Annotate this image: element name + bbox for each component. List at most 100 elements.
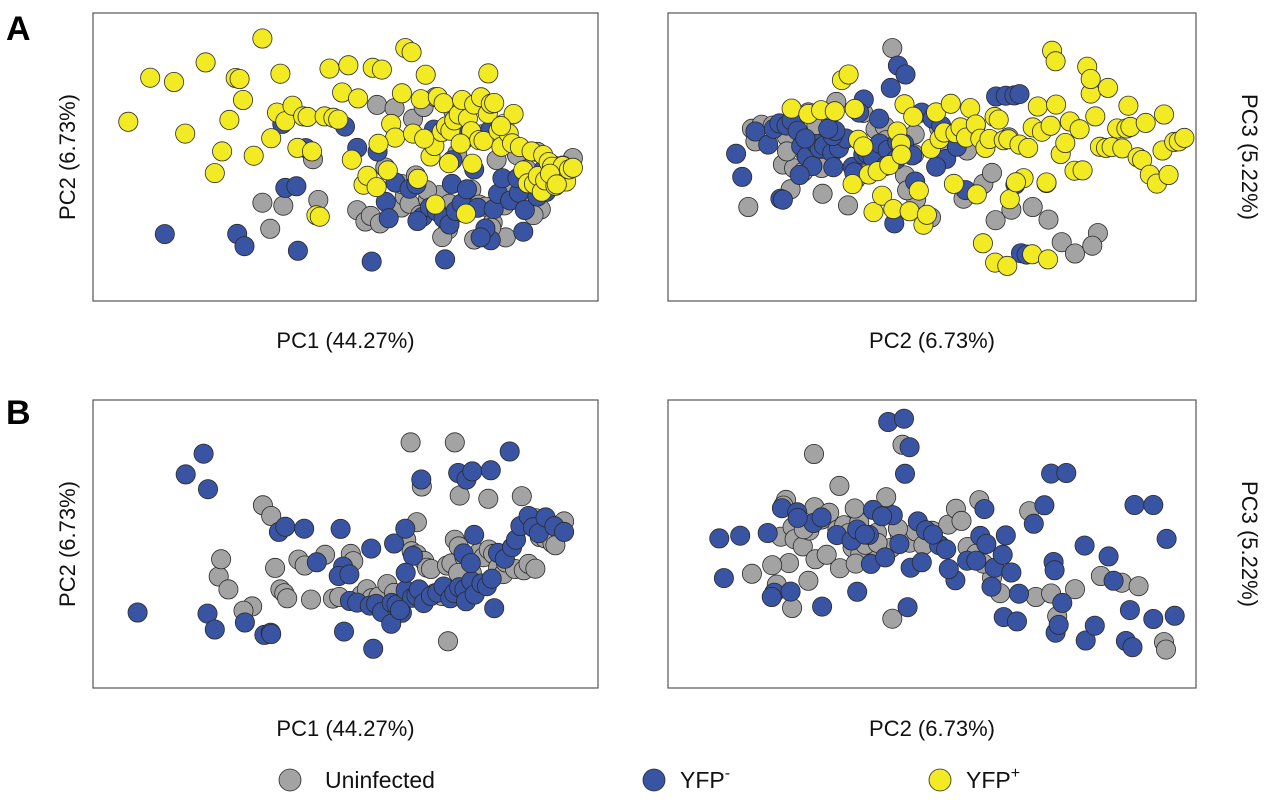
point-uninfected-28 xyxy=(982,162,1003,183)
legend-label-yfp-neg: YFP- xyxy=(680,765,730,793)
point-yfp-pos-67 xyxy=(484,93,505,114)
point-yfp-neg-35 xyxy=(1074,535,1095,556)
point-yfp-neg-45 xyxy=(787,507,808,528)
point-yfp-pos-96 xyxy=(438,153,459,174)
point-yfp-pos-21 xyxy=(301,141,322,162)
point-uninfected-4 xyxy=(277,588,298,609)
point-uninfected-65 xyxy=(211,549,232,570)
point-yfp-neg-51 xyxy=(897,597,918,618)
point-uninfected-38 xyxy=(1156,639,1177,660)
point-yfp-neg-0 xyxy=(726,143,747,164)
point-uninfected-32 xyxy=(1022,196,1043,217)
point-yfp-neg-33 xyxy=(1044,560,1065,581)
point-yfp-pos-5 xyxy=(838,64,859,85)
point-yfp-neg-44 xyxy=(872,506,893,527)
point-uninfected-2 xyxy=(260,218,281,239)
point-yfp-pos-36 xyxy=(371,59,392,80)
point-uninfected-42 xyxy=(738,196,759,217)
point-yfp-neg-30 xyxy=(1023,513,1044,534)
plot-b-left: PC1 (44.27%) PC2 (6.73%) xyxy=(55,399,599,741)
point-yfp-neg-62 xyxy=(880,77,901,98)
point-yfp-neg-0 xyxy=(154,224,175,245)
point-yfp-pos-10 xyxy=(863,202,884,223)
point-uninfected-1 xyxy=(218,579,239,600)
point-yfp-pos-57 xyxy=(455,203,476,224)
point-yfp-neg-15 xyxy=(889,534,910,555)
panel-letter-b: B xyxy=(6,394,31,432)
point-yfp-pos-63 xyxy=(1112,138,1133,159)
point-yfp-neg-73 xyxy=(197,479,218,500)
point-yfp-neg-56 xyxy=(402,545,423,566)
point-uninfected-0 xyxy=(252,192,273,213)
point-yfp-pos-91 xyxy=(1006,172,1027,193)
point-yfp-neg-47 xyxy=(761,587,782,608)
point-uninfected-33 xyxy=(1065,579,1086,600)
point-yfp-pos-29 xyxy=(338,55,359,76)
plot-a-right-xlabel: PC2 (6.73%) xyxy=(869,328,995,353)
point-yfp-neg-38 xyxy=(1119,600,1140,621)
point-yfp-neg-71 xyxy=(175,464,196,485)
point-yfp-pos-11 xyxy=(243,145,264,166)
point-uninfected-40 xyxy=(804,443,825,464)
point-yfp-neg-26 xyxy=(992,544,1013,565)
point-yfp-pos-3 xyxy=(175,123,196,144)
point-yfp-neg-3 xyxy=(287,240,308,261)
point-uninfected-53 xyxy=(444,432,465,453)
point-yfp-pos-95 xyxy=(425,194,446,215)
legend: Uninfected YFP- YFP+ xyxy=(278,765,1020,793)
point-yfp-neg-57 xyxy=(869,108,890,129)
point-uninfected-48 xyxy=(798,570,819,591)
point-yfp-neg-43 xyxy=(854,524,875,545)
point-yfp-neg-29 xyxy=(1009,583,1030,604)
point-uninfected-56 xyxy=(478,488,499,509)
legend-item-yfp-neg: YFP- xyxy=(642,765,730,793)
legend-text-yfp-pos: YFP xyxy=(966,767,1011,793)
point-yfp-neg-42 xyxy=(895,64,916,85)
point-yfp-neg-70 xyxy=(261,624,282,645)
point-yfp-neg-66 xyxy=(462,461,483,482)
point-uninfected-44 xyxy=(525,558,546,579)
point-yfp-neg-48 xyxy=(378,208,399,229)
point-yfp-pos-1 xyxy=(140,67,161,88)
point-yfp-pos-58 xyxy=(1085,106,1106,127)
point-yfp-neg-49 xyxy=(554,521,575,542)
point-yfp-neg-52 xyxy=(339,564,360,585)
point-yfp-pos-92 xyxy=(546,174,567,195)
plot-b-right-xlabel: PC2 (6.73%) xyxy=(869,716,995,741)
point-yfp-pos-71 xyxy=(1158,164,1179,185)
point-yfp-pos-27 xyxy=(328,109,349,130)
point-yfp-pos-77 xyxy=(1080,69,1101,90)
point-yfp-neg-31 xyxy=(1034,495,1055,516)
point-yfp-neg-63 xyxy=(1084,615,1105,636)
point-yfp-neg-52 xyxy=(938,559,959,580)
legend-swatch-yfp-neg xyxy=(642,768,666,792)
legend-item-yfp-pos: YFP+ xyxy=(928,765,1020,793)
legend-label-uninfected: Uninfected xyxy=(325,767,435,793)
plot-b-left-points xyxy=(127,432,575,659)
point-yfp-pos-13 xyxy=(261,128,282,149)
point-yfp-neg-45 xyxy=(789,164,810,185)
point-yfp-neg-2 xyxy=(234,236,255,257)
point-yfp-pos-23 xyxy=(309,206,330,227)
plot-a-right: PC2 (6.73%) PC3 (5.22%) xyxy=(667,12,1262,353)
point-yfp-pos-42 xyxy=(401,42,422,63)
point-uninfected-33 xyxy=(1038,209,1059,230)
point-yfp-pos-98 xyxy=(462,153,483,174)
point-yfp-pos-9 xyxy=(229,69,250,90)
point-yfp-pos-2 xyxy=(163,72,184,93)
point-yfp-neg-59 xyxy=(460,553,481,574)
point-yfp-pos-94 xyxy=(414,128,435,149)
point-yfp-pos-40 xyxy=(391,83,412,104)
point-yfp-neg-28 xyxy=(1001,562,1022,583)
point-yfp-neg-48 xyxy=(780,581,801,602)
point-yfp-pos-44 xyxy=(407,168,428,189)
point-uninfected-65 xyxy=(762,555,783,576)
point-yfp-neg-37 xyxy=(1103,570,1124,591)
panel-letter-a: A xyxy=(6,10,31,48)
point-yfp-pos-10 xyxy=(232,90,253,111)
point-yfp-pos-6 xyxy=(844,98,865,119)
point-yfp-neg-1 xyxy=(732,166,753,187)
point-yfp-neg-3 xyxy=(757,523,778,544)
point-uninfected-56 xyxy=(741,563,762,584)
point-yfp-pos-80 xyxy=(1135,112,1156,133)
